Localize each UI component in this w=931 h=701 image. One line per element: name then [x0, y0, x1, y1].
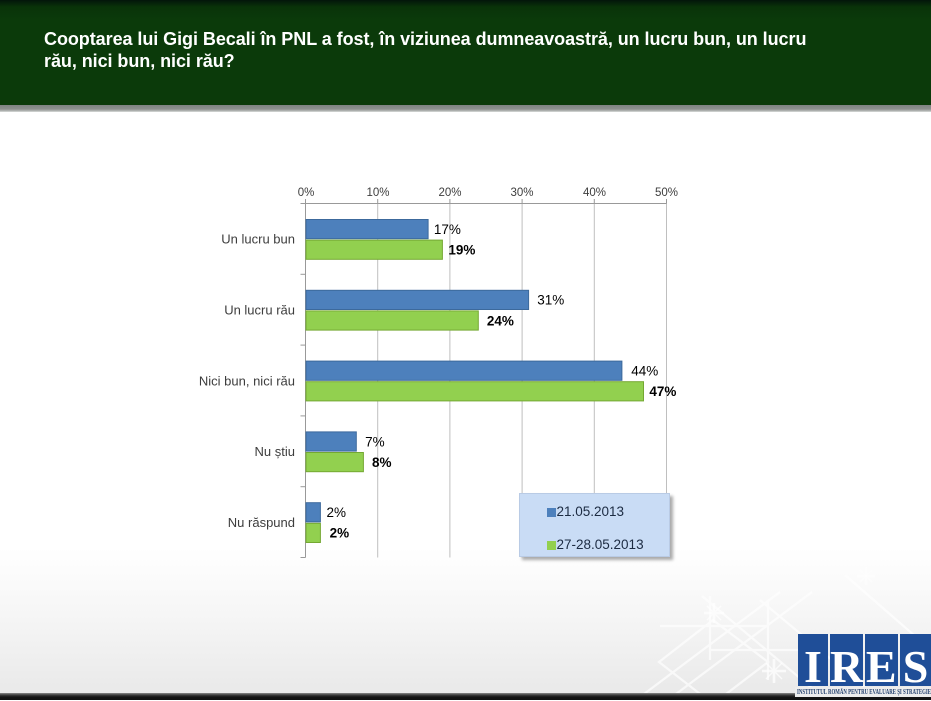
svg-text:Un lucru bun: Un lucru bun — [221, 232, 295, 247]
svg-text:50%: 50% — [655, 187, 678, 199]
svg-text:Nici bun, nici rău: Nici bun, nici rău — [199, 373, 295, 388]
svg-text:30%: 30% — [510, 187, 533, 199]
svg-text:8%: 8% — [372, 455, 392, 470]
svg-text:Un lucru rău: Un lucru rău — [224, 303, 295, 318]
svg-text:7%: 7% — [365, 434, 385, 449]
svg-text:Nu răspund: Nu răspund — [228, 515, 295, 530]
svg-text:44%: 44% — [631, 364, 658, 379]
svg-text:31%: 31% — [537, 293, 564, 308]
svg-text:40%: 40% — [583, 187, 606, 199]
svg-text:17%: 17% — [434, 222, 461, 237]
svg-text:47%: 47% — [649, 384, 676, 399]
svg-text:10%: 10% — [366, 187, 389, 199]
svg-text:2%: 2% — [330, 526, 350, 541]
svg-text:Nu știu: Nu știu — [255, 444, 295, 459]
svg-text:2%: 2% — [327, 505, 347, 520]
svg-text:24%: 24% — [487, 313, 514, 328]
svg-text:0%: 0% — [298, 187, 315, 199]
svg-text:20%: 20% — [438, 187, 461, 199]
svg-text:19%: 19% — [448, 243, 475, 258]
